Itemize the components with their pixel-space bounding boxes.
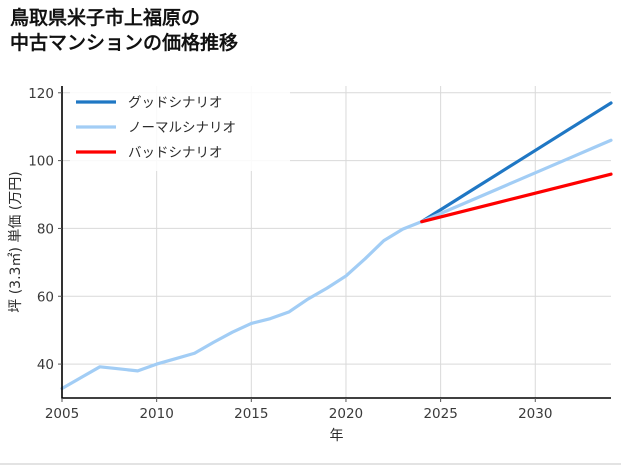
chart-title: 鳥取県米子市上福原の 中古マンションの価格推移 xyxy=(10,8,239,55)
y-tick-label: 100 xyxy=(28,154,54,170)
x-tick-label: 2025 xyxy=(423,406,457,422)
x-tick-label: 2010 xyxy=(139,406,173,422)
x-axis-title: 年 xyxy=(330,428,344,444)
x-tick-label: 2020 xyxy=(329,406,363,422)
y-axis-title: 坪 (3.3㎡) 単価 (万円) xyxy=(8,171,24,312)
x-tick-label: 2015 xyxy=(234,406,268,422)
y-tick-label: 80 xyxy=(37,221,54,237)
series-line-グッドシナリオ xyxy=(420,101,613,224)
gridlines xyxy=(61,86,611,398)
y-tick-label: 40 xyxy=(37,357,54,373)
series-line-バッドシナリオ xyxy=(420,172,613,224)
legend-label-グッドシナリオ: グッドシナリオ xyxy=(128,95,223,111)
axis-ticks: 40 60 80 100 120 2005 2010 2015 2020 2025 2030 xyxy=(28,86,552,422)
legend-label-バッドシナリオ: バッドシナリオ xyxy=(128,145,223,161)
x-tick-label: 2030 xyxy=(518,406,552,422)
legend-label-ノーマルシナリオ: ノーマルシナリオ xyxy=(128,120,236,136)
series-group xyxy=(60,101,613,391)
x-tick-label: 2005 xyxy=(45,406,79,422)
series-line-ノーマルシナリオ xyxy=(60,138,613,391)
y-tick-label: 120 xyxy=(28,86,54,102)
y-tick-label: 60 xyxy=(37,289,54,305)
